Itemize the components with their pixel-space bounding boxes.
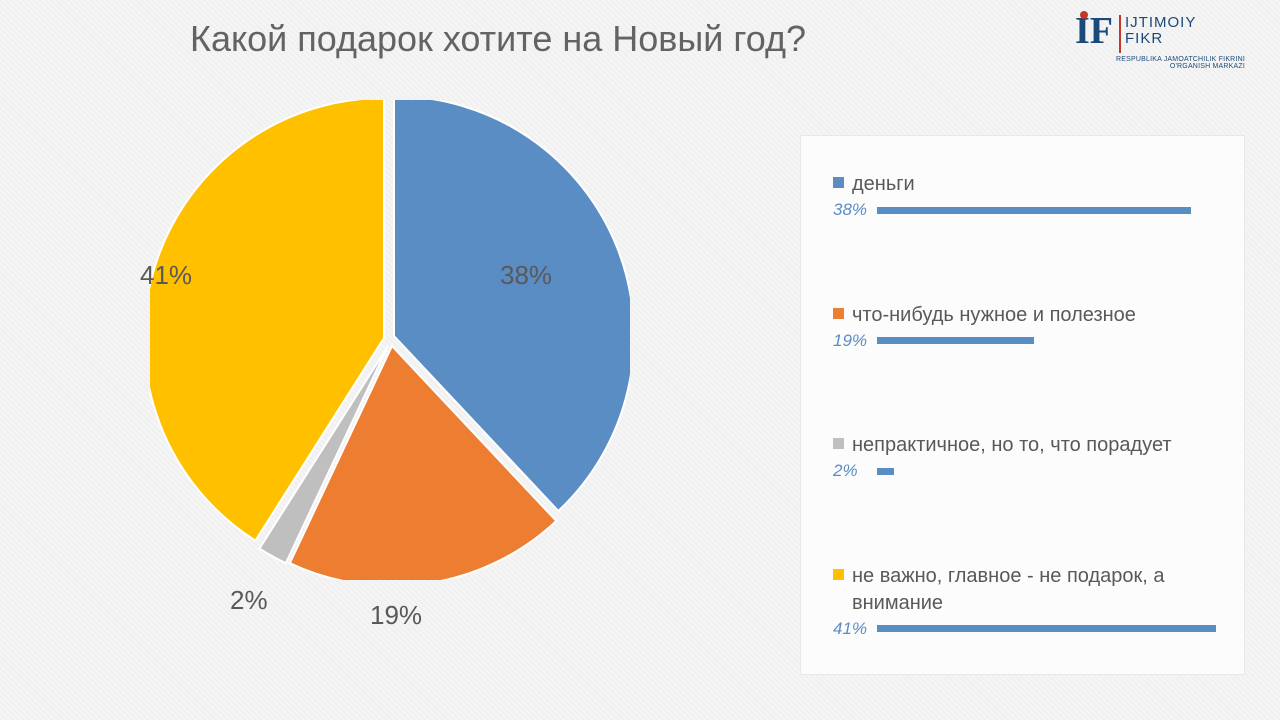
chart-title: Какой подарок хотите на Новый год? [190,18,806,60]
logo-subtitle: RESPUBLIKA JAMOATCHILIK FIKRINI O'RGANIS… [1075,56,1245,70]
legend-percentage: 2% [833,461,871,481]
legend-label: непрактичное, но то, что порадует [852,432,1172,459]
legend-bar [877,207,1216,214]
logo-line1: IJTIMOIY [1125,15,1196,30]
legend-marker [833,438,844,449]
legend-percentage: 41% [833,619,871,639]
logo-line2: FIKR [1125,30,1196,48]
logo-mark: IF [1075,15,1113,47]
pie-slice-label: 2% [230,585,268,616]
legend-item: непрактичное, но то, что порадует2% [833,432,1216,481]
legend-bar [877,337,1216,344]
brand-logo: IF IJTIMOIY FIKR RESPUBLIKA JAMOATCHILIK… [1075,15,1245,70]
legend-marker [833,308,844,319]
legend-panel: деньги38% что-нибудь нужное и полезное19%… [800,135,1245,675]
legend-label: что-нибудь нужное и полезное [852,302,1136,329]
legend-item: не важно, главное - не подарок, а вниман… [833,563,1216,639]
legend-percentage: 19% [833,331,871,351]
pie-slice-label: 38% [500,260,552,291]
legend-percentage: 38% [833,200,871,220]
legend-bar [877,468,1216,475]
pie-slice-label: 19% [370,600,422,631]
legend-marker [833,177,844,188]
legend-marker [833,569,844,580]
legend-item: деньги38% [833,171,1216,220]
legend-label: не важно, главное - не подарок, а вниман… [852,563,1216,617]
legend-item: что-нибудь нужное и полезное19% [833,302,1216,351]
pie-slice-label: 41% [140,260,192,291]
pie-chart: 38%19%2%41% [150,100,630,580]
legend-bar [877,625,1216,632]
legend-label: деньги [852,171,915,198]
